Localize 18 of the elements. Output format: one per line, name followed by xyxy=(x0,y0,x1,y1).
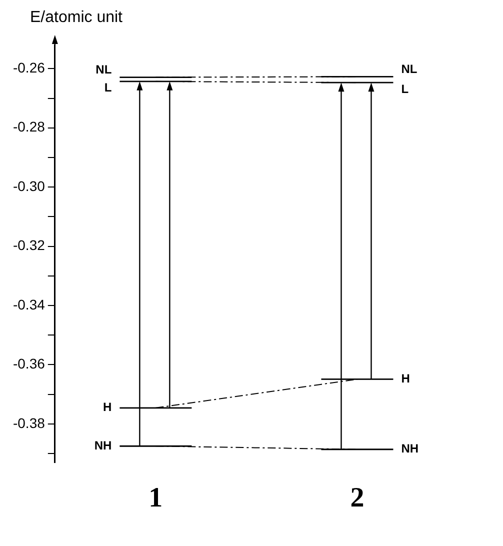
y-tick-label: -0.28 xyxy=(12,118,46,135)
y-tick-label: -0.32 xyxy=(12,237,46,254)
x-tick-label: 2 xyxy=(350,482,364,514)
text: NH xyxy=(94,438,112,452)
text: H xyxy=(103,400,112,414)
text: H xyxy=(401,372,410,386)
text: NL xyxy=(96,62,112,77)
text: NL xyxy=(401,62,418,76)
y-tick-label: -0.26 xyxy=(12,60,46,76)
text: L xyxy=(401,82,409,96)
y-tick-label: -0.30 xyxy=(12,178,46,194)
text: NH xyxy=(401,442,419,456)
y-tick-label: -0.36 xyxy=(12,356,46,372)
text: L xyxy=(104,80,112,95)
y-axis-title: E/atomic unit xyxy=(30,9,124,26)
y-tick-label: -0.38 xyxy=(12,414,46,431)
x-tick-label: 1 xyxy=(148,482,163,514)
y-tick-label: -0.34 xyxy=(12,296,46,312)
